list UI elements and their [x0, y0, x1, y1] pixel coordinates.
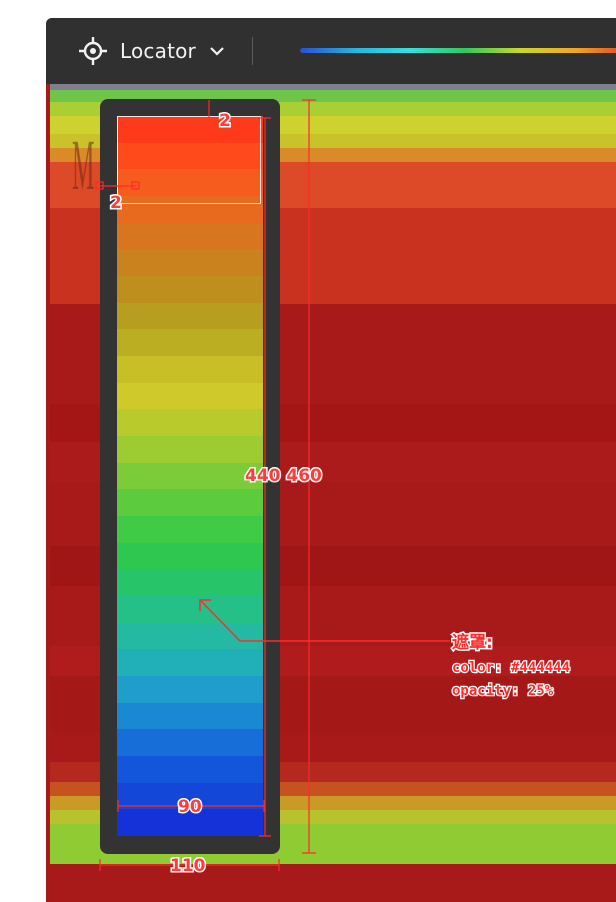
gradient-step [117, 542, 263, 571]
gradient-step [117, 756, 263, 784]
gradient-step [117, 116, 263, 144]
gradient-step [117, 409, 263, 437]
gradient-step [117, 356, 263, 384]
toolbar-divider [251, 37, 253, 65]
gradient-step [117, 649, 263, 677]
gradient-legend-panel [100, 99, 280, 854]
chevron-down-icon [210, 47, 224, 56]
gradient-step [117, 329, 263, 357]
gradient-step [117, 729, 263, 757]
gradient-step [117, 169, 263, 197]
gradient-step [117, 622, 263, 651]
crosshair-icon [79, 37, 107, 65]
gradient-step [117, 196, 263, 224]
gradient-step [117, 516, 263, 544]
map-view-window: M Locator [46, 18, 616, 902]
gradient-step [117, 596, 263, 624]
heatmap-band [50, 84, 616, 90]
gradient-step [117, 222, 263, 251]
gradient-step [117, 276, 263, 304]
heatmap-canvas[interactable]: M [50, 84, 616, 902]
gradient-step [117, 569, 263, 597]
gradient-step [117, 302, 263, 331]
locator-label: Locator [120, 39, 196, 63]
background-label-fragment: M [72, 125, 95, 205]
gradient-step [117, 436, 263, 464]
gradient-step [117, 809, 263, 836]
top-toolbar: Locator [46, 18, 616, 84]
locator-dropdown-button[interactable]: Locator [78, 31, 226, 71]
gradient-step [117, 142, 263, 171]
gradient-step [117, 462, 263, 491]
color-scale-legend [300, 48, 616, 53]
selected-color-block[interactable] [117, 116, 261, 204]
gradient-step [117, 382, 263, 411]
gradient-step [117, 782, 263, 811]
gradient-step [117, 249, 263, 277]
gradient-color-column [117, 116, 263, 836]
gradient-step [117, 676, 263, 704]
gradient-step [117, 489, 263, 517]
gradient-step [117, 702, 263, 731]
